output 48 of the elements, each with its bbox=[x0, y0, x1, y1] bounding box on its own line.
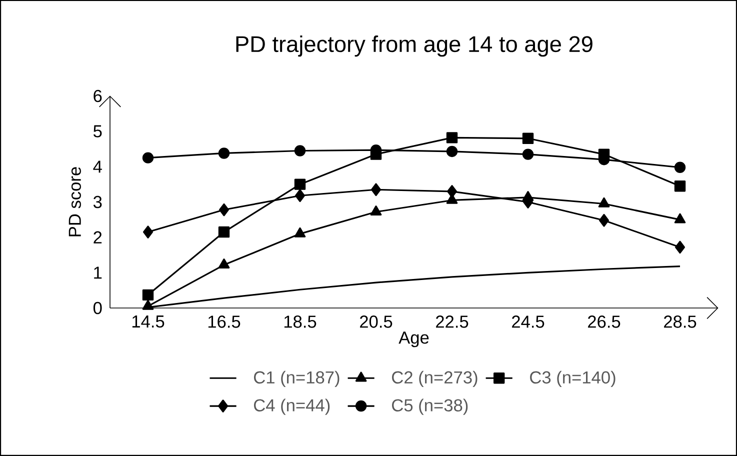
y-tick-label: 0 bbox=[93, 302, 102, 314]
point bbox=[370, 205, 382, 216]
point bbox=[294, 227, 306, 238]
point bbox=[674, 213, 686, 224]
y-tick-label: 3 bbox=[93, 196, 102, 208]
point bbox=[142, 300, 154, 310]
point bbox=[294, 178, 306, 190]
point bbox=[371, 183, 382, 196]
point bbox=[142, 289, 154, 301]
y-tick-label: 4 bbox=[93, 160, 102, 173]
point bbox=[674, 180, 686, 192]
chart-title: PD trajectory from age 14 to age 29 bbox=[236, 36, 592, 57]
point bbox=[218, 226, 230, 238]
x-tick-label: 22.5 bbox=[436, 316, 468, 328]
legend-label: C3 (n=140) bbox=[530, 370, 616, 387]
legend-label: C1 (n=187) bbox=[254, 370, 340, 387]
point bbox=[218, 148, 230, 159]
point bbox=[446, 132, 458, 144]
point bbox=[446, 146, 458, 158]
legend-label: C4 (n=44) bbox=[254, 398, 330, 415]
point bbox=[447, 185, 458, 198]
y-tick-label: 2 bbox=[94, 231, 102, 244]
x-tick-label: 28.5 bbox=[664, 316, 696, 328]
x-tick-label: 24.5 bbox=[512, 316, 544, 328]
point bbox=[675, 240, 686, 254]
point bbox=[598, 197, 610, 208]
point bbox=[219, 203, 230, 216]
x-tick-label: 18.5 bbox=[284, 316, 316, 328]
point bbox=[522, 132, 534, 144]
y-tick-label: 6 bbox=[94, 90, 102, 102]
legend-label: C5 (n=38) bbox=[392, 398, 468, 415]
point bbox=[295, 189, 305, 202]
x-tick-label: 14.5 bbox=[132, 316, 164, 328]
x-tick-label: 16.5 bbox=[208, 316, 240, 328]
point bbox=[143, 226, 154, 238]
x-tick-label: 26.5 bbox=[588, 316, 620, 328]
point bbox=[674, 162, 686, 173]
point bbox=[522, 148, 534, 160]
point bbox=[142, 152, 154, 164]
y-tick-label: 1 bbox=[94, 266, 102, 279]
point bbox=[218, 258, 230, 268]
y-axis-title: PD score bbox=[68, 167, 81, 236]
y-tick-label: 5 bbox=[93, 125, 102, 138]
point bbox=[599, 214, 610, 227]
legend-label: C2 (n=273) bbox=[392, 370, 478, 387]
x-axis-title: Age bbox=[398, 332, 429, 348]
point bbox=[294, 145, 306, 156]
x-tick-label: 20.5 bbox=[360, 316, 392, 328]
